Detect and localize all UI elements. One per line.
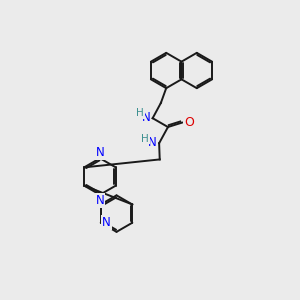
Text: H: H bbox=[136, 108, 144, 118]
Text: N: N bbox=[96, 146, 104, 159]
Text: N: N bbox=[148, 136, 157, 148]
Text: N: N bbox=[96, 194, 104, 207]
Text: N: N bbox=[142, 111, 151, 124]
Text: N: N bbox=[102, 216, 111, 229]
Text: O: O bbox=[184, 116, 194, 128]
Text: H: H bbox=[141, 134, 149, 143]
